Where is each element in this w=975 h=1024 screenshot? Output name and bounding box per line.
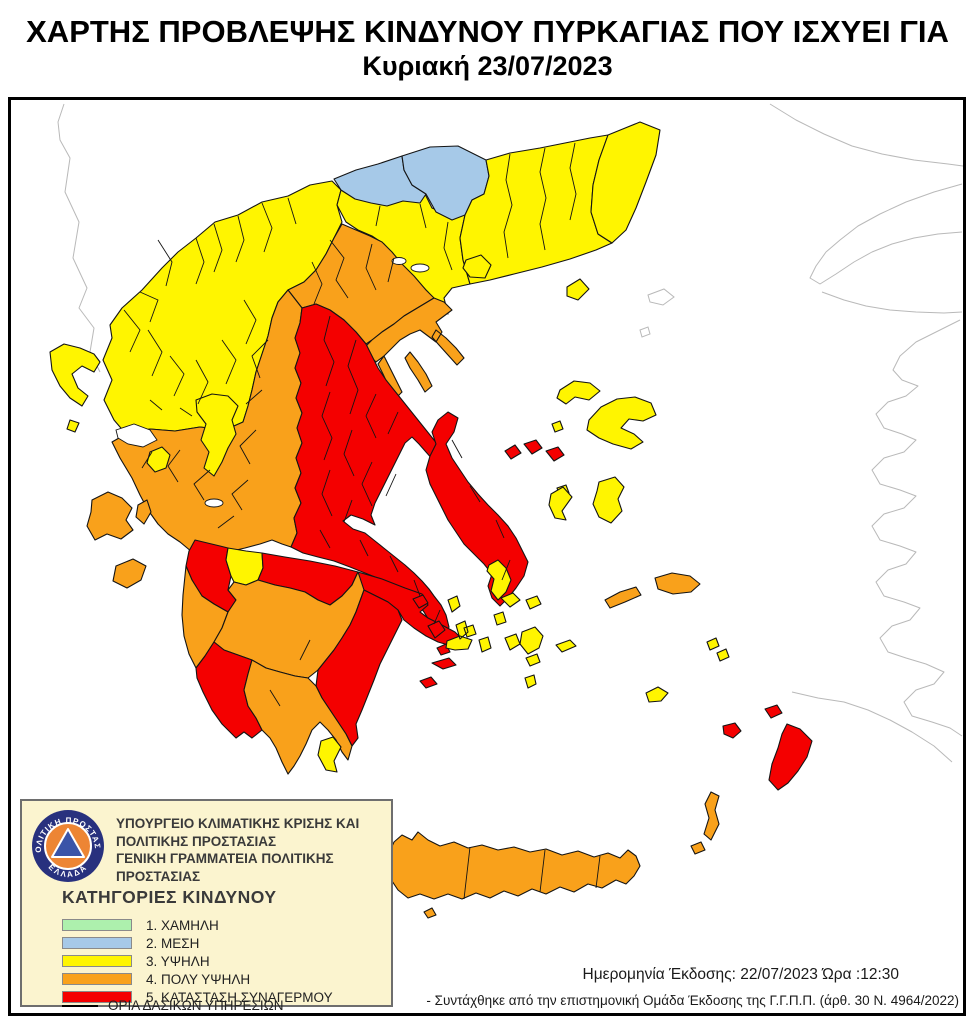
island-kythira xyxy=(317,736,342,773)
region-laconia xyxy=(243,659,353,775)
islands-saronic-gulf xyxy=(412,594,457,689)
header: ΧΑΡΤΗΣ ΠΡΟΒΛΕΨΗΣ ΚΙΝΔΥΝΟΥ ΠΥΡΚΑΓΙΑΣ ΠΟΥ … xyxy=(0,0,975,82)
swatch-high xyxy=(62,955,132,967)
tenedos-island-outline xyxy=(639,326,651,338)
island-corfu xyxy=(49,343,101,407)
prefecture-dividers-crete xyxy=(463,846,601,900)
albania-coastline xyxy=(57,103,101,373)
prefecture-dividers-central xyxy=(141,339,269,529)
legend-row-alarm: 5. ΚΑΤΑΣΤΑΣΗ ΣΥΝΑΓΕΡΜΟΥ xyxy=(62,989,333,1005)
region-kalavryta-yellow xyxy=(225,547,264,586)
region-medium-risk-west xyxy=(333,155,427,207)
island-karpathos xyxy=(703,791,720,841)
legend-label-alarm: 5. ΚΑΤΑΣΤΑΣΗ ΣΥΝΑΓΕΡΜΟΥ xyxy=(146,989,333,1005)
legend-label-very-high: 4. ΠΟΛΥ ΥΨΗΛΗ xyxy=(146,971,251,987)
issue-date-line: Ημερομηνία Έκδοσης: 22/07/2023 Ώρα :12:3… xyxy=(582,966,899,983)
legend-boundary-row: ΟΡΙΑ ΔΑΣΙΚΩΝ ΥΠΗΡΕΣΙΩΝ xyxy=(62,998,283,1013)
island-kasos xyxy=(690,841,706,855)
region-evros xyxy=(590,121,661,244)
prefecture-dividers-north xyxy=(123,197,297,417)
islands-cyclades xyxy=(445,559,730,703)
region-evia xyxy=(425,411,529,607)
ministry-line-3: ΓΕΝΙΚΗ ΓΡΑΜΜΑΤΕΙΑ ΠΟΛΙΤΙΚΗΣ ΠΡΟΣΤΑΣΙΑΣ xyxy=(116,851,334,884)
legend-row-medium: 2. ΜΕΣΗ xyxy=(62,935,333,951)
lake-volvi xyxy=(410,263,430,273)
greece-fire-risk-map xyxy=(49,103,963,919)
legend-row-high: 3. ΥΨΗΛΗ xyxy=(62,953,333,969)
region-thessaly-sterea-attica xyxy=(290,303,450,640)
ministry-text: ΥΠΟΥΡΓΕΙΟ ΚΛΙΜΑΤΙΚΗΣ ΚΡΙΣΗΣ ΚΑΙ ΠΟΛΙΤΙΚΗ… xyxy=(116,815,392,885)
lake-koronia xyxy=(391,257,407,265)
island-ikaria xyxy=(604,586,642,609)
prefecture-dividers-thrace xyxy=(375,142,577,271)
amvrakikos-gulf xyxy=(115,423,158,448)
island-lefkada xyxy=(146,446,171,473)
region-agrafa-yellow xyxy=(195,393,239,477)
island-samos xyxy=(654,572,701,595)
island-ithaki xyxy=(135,499,152,525)
legend-label-high: 3. ΥΨΗΛΗ xyxy=(146,953,210,969)
boundary-label: ΟΡΙΑ ΔΑΣΙΚΩΝ ΥΠΗΡΕΣΙΩΝ xyxy=(108,998,284,1013)
island-samothraki xyxy=(566,278,590,301)
valid-date: Κυριακή 23/07/2023 xyxy=(362,50,613,81)
prefecture-dividers-macedonia xyxy=(311,239,395,305)
legend-heading: ΚΑΤΗΓΟΡΙΕΣ ΚΙΝΔΥΝΟΥ xyxy=(62,887,277,907)
turkey-north-coastline xyxy=(769,103,963,167)
legend-items: 1. ΧΑΜΗΛΗ 2. ΜΕΣΗ 3. ΥΨΗΛΗ 4. ΠΟΛΥ ΥΨΗΛΗ… xyxy=(62,917,333,1007)
island-limnos xyxy=(556,380,601,405)
civil-protection-logo: ΠΟΛΙΤΙΚΗ ΠΡΟΣΤΑΣΙΑ ΕΛΛΑΔΑ xyxy=(30,808,104,882)
island-crete xyxy=(383,831,641,900)
page-title: ΧΑΡΤΗΣ ΠΡΟΒΛΕΨΗΣ ΚΙΝΔΥΝΟΥ ΠΥΡΚΑΓΙΑΣ ΠΟΥ … xyxy=(26,14,949,49)
island-zakynthos xyxy=(112,558,147,589)
legend-row-very-high: 4. ΠΟΛΥ ΥΨΗΛΗ xyxy=(62,971,333,987)
island-lesvos xyxy=(586,396,657,450)
island-agios-efstratios xyxy=(551,420,564,433)
turkey-west-coastline xyxy=(871,319,963,737)
map-frame: ΠΟΛΙΤΙΚΗ ΠΡΟΣΤΑΣΙΑ ΕΛΛΑΔΑ ΥΠΟΥΡΓΕΙΟ ΚΛΙΜ… xyxy=(8,97,966,1016)
island-paxos xyxy=(66,419,80,433)
prefecture-dividers-red-zone xyxy=(319,315,511,625)
region-kynouria-east xyxy=(315,589,403,747)
swatch-very-high xyxy=(62,973,132,985)
prefecture-dividers-peloponnese xyxy=(269,639,311,707)
credit-line: - Συντάχθηκε από την επιστημονική Ομάδα … xyxy=(426,993,959,1008)
logo-triangle-icon xyxy=(51,828,85,858)
legend-row-low: 1. ΧΑΜΗΛΗ xyxy=(62,917,333,933)
gallipoli-coastline xyxy=(809,183,963,314)
swatch-medium xyxy=(62,937,132,949)
island-rhodes xyxy=(768,723,813,791)
island-kefalonia xyxy=(86,491,134,541)
turkey-southwest-coastline xyxy=(791,691,953,763)
island-gavdos xyxy=(423,907,437,919)
lake-trichonida xyxy=(204,498,224,508)
legend-label-low: 1. ΧΑΜΗΛΗ xyxy=(146,917,219,933)
island-symi xyxy=(722,722,742,739)
ministry-line-1: ΥΠΟΥΡΓΕΙΟ ΚΛΙΜΑΤΙΚΗΣ ΚΡΙΣΗΣ ΚΑΙ xyxy=(116,816,360,831)
island-kos xyxy=(764,704,783,719)
legend-box: ΠΟΛΙΤΙΚΗ ΠΡΟΣΤΑΣΙΑ ΕΛΛΑΔΑ ΥΠΟΥΡΓΕΙΟ ΚΛΙΜ… xyxy=(20,799,393,1013)
boundary-line-symbol xyxy=(62,1004,98,1007)
islands-northern-sporades xyxy=(504,439,565,462)
imvros-island-outline xyxy=(647,288,675,306)
island-skyros xyxy=(548,486,573,521)
ministry-line-2: ΠΟΛΙΤΙΚΗΣ ΠΡΟΣΤΑΣΙΑΣ xyxy=(116,833,277,849)
island-thasos xyxy=(462,254,492,279)
swatch-alarm xyxy=(62,991,132,1003)
swatch-low xyxy=(62,919,132,931)
legend-label-medium: 2. ΜΕΣΗ xyxy=(146,935,200,951)
